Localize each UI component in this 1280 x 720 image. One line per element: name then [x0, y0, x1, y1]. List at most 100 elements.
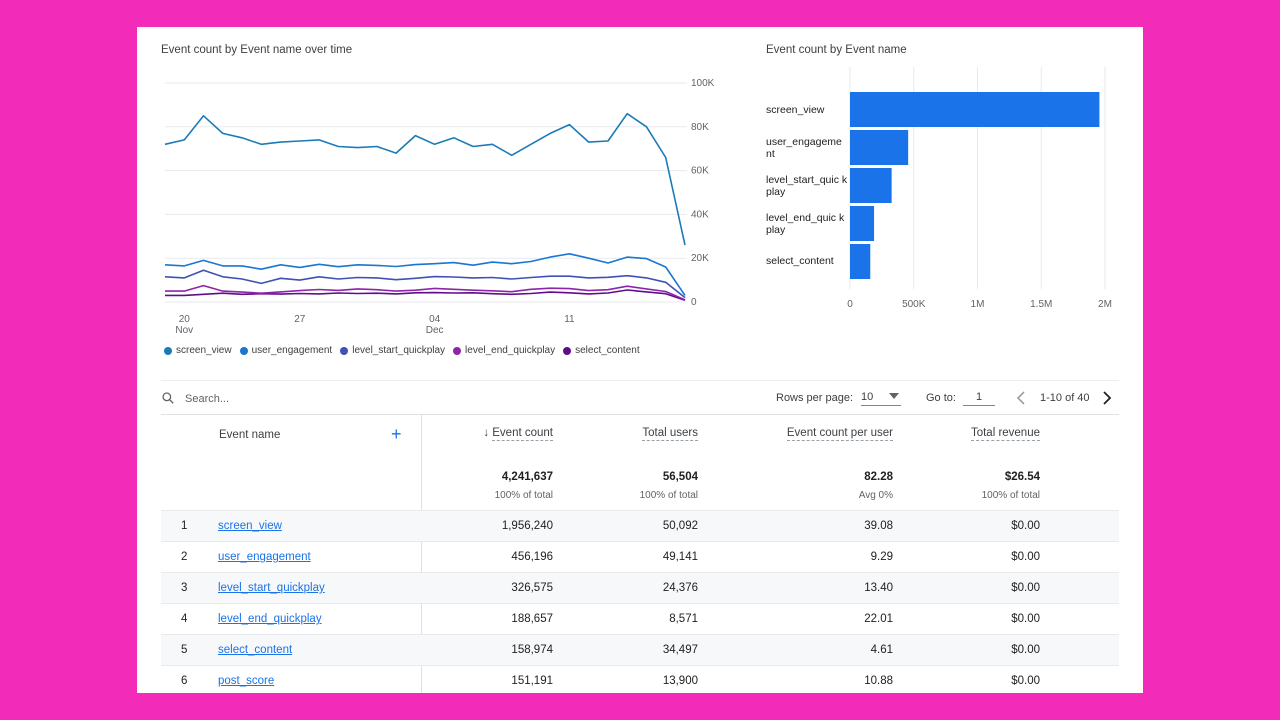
row-index: 6 — [181, 675, 188, 687]
total-per-user: 82.28 — [864, 471, 893, 483]
legend-item[interactable]: select_content — [563, 345, 640, 356]
legend-label: screen_view — [176, 345, 232, 356]
bar-chart-title: Event count by Event name — [766, 44, 907, 56]
total-users-cell: 13,900 — [662, 675, 698, 687]
row-index: 5 — [181, 644, 188, 656]
event-count-cell: 151,191 — [511, 675, 553, 687]
event-name-link[interactable]: level_end_quickplay — [218, 613, 322, 625]
x-tick-label: 1.5M — [1030, 299, 1052, 310]
x-tick-label: 20 — [179, 314, 191, 325]
revenue-cell: $0.00 — [1011, 520, 1040, 532]
series-line-select-content[interactable] — [165, 289, 686, 301]
event-count-cell: 456,196 — [511, 551, 553, 563]
row-index: 4 — [181, 613, 188, 625]
events-table: Event name + ↓ Event count Total users E… — [161, 414, 1119, 693]
header-total-users[interactable]: Total users — [642, 427, 698, 441]
bar-select-content[interactable] — [850, 244, 871, 279]
bar-label-user-engagement: user_engageme nt — [766, 136, 842, 160]
header-total-revenue[interactable]: Total revenue — [970, 427, 1040, 441]
report-card: Event count by Event name over time 100K… — [137, 27, 1143, 693]
legend-item[interactable]: user_engagement — [239, 345, 332, 356]
total-per-user-sub: Avg 0% — [858, 490, 893, 501]
legend-dot — [239, 346, 248, 355]
legend-dot — [164, 346, 172, 355]
series-line-level-start-quickplay[interactable] — [164, 269, 686, 299]
series-line-user-engagement[interactable] — [164, 253, 686, 296]
table-row: 4 level_end_quickplay 188,657 8,571 22.0… — [161, 603, 1119, 635]
rows-per-page-label: Rows per page: — [776, 392, 854, 404]
goto-value: 1 — [975, 391, 983, 403]
add-dimension-icon[interactable]: + — [391, 424, 402, 444]
x-tick-label: 500K — [902, 299, 926, 310]
bar-label-select-content: select_content — [766, 255, 834, 267]
legend-dot — [340, 346, 349, 355]
y-tick-label: 40K — [691, 209, 709, 220]
event-name-link[interactable]: level_start_quickplay — [218, 582, 325, 594]
line-chart-title: Event count by Event name over time — [161, 44, 353, 56]
total-users-cell: 50,092 — [662, 520, 698, 532]
table-row: 6 post_score 151,191 13,900 10.88 $0.00 — [161, 665, 1119, 693]
row-index: 1 — [181, 520, 188, 532]
row-index: 2 — [181, 551, 188, 563]
total-event-count-sub: 100% of total — [494, 490, 553, 501]
event-name-link[interactable]: post_score — [218, 675, 275, 687]
total-revenue: $26.54 — [1004, 471, 1040, 483]
x-tick-label: 11 — [564, 314, 575, 325]
header-event-count-label: Event count — [492, 427, 553, 441]
table-row: 3 level_start_quickplay 326,575 24,376 1… — [161, 572, 1119, 604]
goto-label: Go to: — [926, 392, 956, 404]
table-row: 5 select_content 158,974 34,497 4.61 $0.… — [161, 634, 1119, 666]
revenue-cell: $0.00 — [1011, 582, 1040, 594]
y-tick-label: 60K — [691, 166, 709, 177]
pagination-text: 1-10 of 40 — [1040, 392, 1090, 404]
x-tick-label: 04 — [429, 314, 441, 325]
bar-chart: 0 500K 1M 1.5M 2M — [847, 67, 1112, 310]
total-users: 56,504 — [662, 471, 698, 483]
y-tick-label: 0 — [691, 297, 697, 308]
series-line-level-end-quickplay[interactable] — [165, 284, 686, 301]
bar-level-start-quickplay[interactable] — [850, 168, 892, 203]
series-line-screen-view[interactable] — [164, 112, 686, 246]
x-tick-label: 27 — [294, 314, 306, 325]
legend-item[interactable]: level_end_quickplay — [453, 345, 555, 356]
header-event-name[interactable]: Event name — [219, 429, 281, 441]
rows-per-page-select[interactable]: 10 — [861, 388, 901, 406]
bar-level-end-quickplay[interactable] — [850, 206, 875, 241]
x-tick-month: Dec — [426, 325, 444, 336]
total-users-sub: 100% of total — [639, 490, 698, 501]
table-row: 1 screen_view 1,956,240 50,092 39.08 $0.… — [161, 510, 1119, 542]
sort-down-icon: ↓ — [483, 427, 490, 439]
per-user-cell: 9.29 — [870, 551, 893, 563]
chevron-left-icon[interactable] — [1016, 391, 1026, 405]
event-count-cell: 188,657 — [511, 613, 553, 625]
bar-screen-view[interactable] — [850, 92, 1100, 127]
chevron-down-icon — [889, 393, 899, 399]
legend-dot — [453, 346, 462, 355]
legend-dot — [563, 346, 572, 355]
event-name-link[interactable]: user_engagement — [218, 551, 311, 563]
legend-item[interactable]: screen_view — [164, 345, 232, 356]
per-user-cell: 39.08 — [864, 520, 893, 532]
header-event-count[interactable]: ↓ Event count — [473, 427, 553, 441]
x-tick-label: 2M — [1098, 299, 1112, 310]
revenue-cell: $0.00 — [1011, 644, 1040, 656]
search-icon — [162, 392, 174, 404]
chevron-right-icon[interactable] — [1102, 391, 1112, 405]
x-tick-month: Nov — [175, 325, 193, 336]
search-input[interactable] — [183, 388, 367, 410]
event-name-link[interactable]: select_content — [218, 644, 293, 656]
per-user-cell: 13.40 — [864, 582, 893, 594]
event-name-link[interactable]: screen_view — [218, 520, 282, 532]
bar-user-engagement[interactable] — [850, 130, 909, 165]
goto-input[interactable]: 1 — [963, 388, 995, 406]
table-toolbar: Rows per page: 10 Go to: 1 1-10 of 40 — [161, 380, 1119, 415]
legend-item[interactable]: level_start_quickplay — [340, 345, 445, 356]
legend-label: level_start_quickplay — [352, 345, 446, 356]
x-tick-label: 1M — [971, 299, 985, 310]
bar-label-level-end-quickplay: level_end_quic kplay — [766, 212, 845, 236]
total-users-cell: 49,141 — [662, 551, 698, 563]
total-revenue-sub: 100% of total — [981, 490, 1040, 501]
header-event-count-per-user[interactable]: Event count per user — [786, 427, 893, 441]
line-chart-legend: screen_view user_engagement level_start_… — [164, 345, 640, 356]
